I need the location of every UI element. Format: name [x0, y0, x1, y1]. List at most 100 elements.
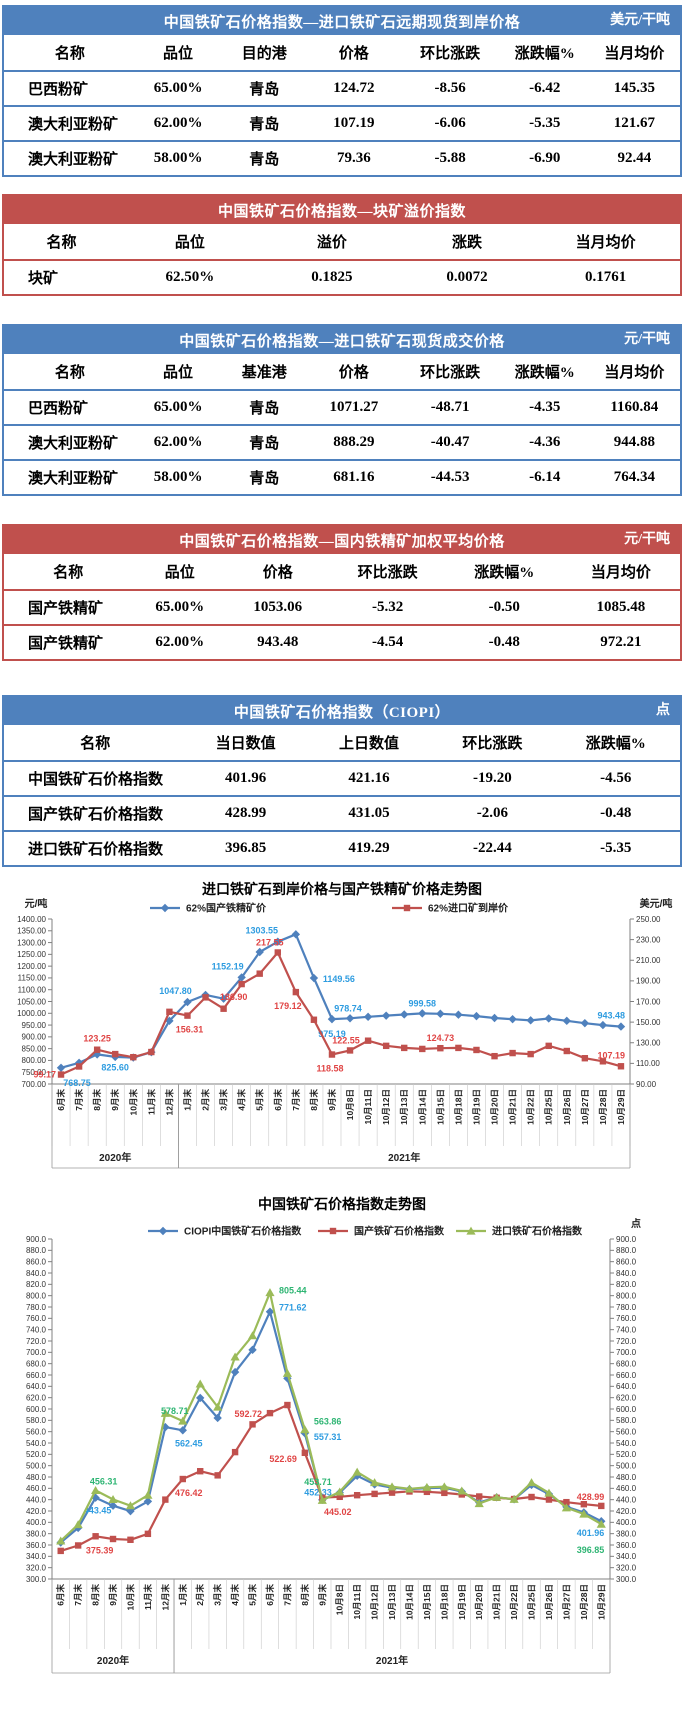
data-label: 562.45	[175, 1438, 203, 1448]
x-tick-label: 10月18日	[439, 1584, 449, 1620]
y-tick-label: 520.0	[26, 1450, 47, 1459]
price-tables: 中国铁矿石价格指数—进口铁矿石远期现货到岸价格 美元/干吨 名称 品位 目的港 价格 环比涨…	[0, 5, 684, 867]
x-tick-label: 4月末	[237, 1089, 247, 1111]
diamond-marker	[327, 1014, 337, 1024]
y-tick-label: 860.0	[616, 1257, 637, 1266]
cell: 401.96	[186, 761, 305, 797]
cell: 65.00%	[132, 590, 228, 626]
triangle-marker	[474, 1499, 484, 1508]
table-title-bar: 中国铁矿石价格指数—块矿溢价指数	[4, 196, 680, 224]
diamond-marker	[418, 1009, 427, 1018]
column-header: 涨跌幅%	[500, 354, 589, 391]
square-marker	[220, 1005, 227, 1012]
y-tick-label: 720.0	[616, 1337, 637, 1346]
triangle-marker	[300, 1425, 310, 1434]
y-tick-label: 380.0	[616, 1529, 637, 1538]
y-tick-label: 1050.00	[17, 997, 46, 1006]
data-label: 522.69	[269, 1454, 297, 1464]
table-row: 国产铁矿石价格指数 428.99 431.05 -2.06 -0.48	[4, 796, 680, 832]
y-tick-label: 460.0	[616, 1484, 637, 1493]
triangle-marker	[561, 1503, 572, 1512]
square-marker	[109, 1535, 117, 1543]
table-unit: 美元/干吨	[610, 13, 670, 28]
column-header: 上日数值	[304, 725, 434, 762]
cell: 79.36	[336, 150, 371, 166]
y-tick-label: 380.0	[26, 1529, 47, 1538]
table-title: 中国铁矿石价格指数—块矿溢价指数	[217, 203, 466, 220]
square-marker	[197, 1468, 204, 1475]
data-table: 名称 品位 价格 环比涨跌 涨跌幅% 当月均价 国产铁精矿 65.00% 1053.06 -5.3…	[4, 554, 680, 659]
diamond-marker	[472, 1011, 481, 1021]
y-tick-label: 880.0	[26, 1246, 47, 1255]
x-tick-label: 6月末	[56, 1089, 66, 1111]
x-tick-label: 10月21日	[492, 1584, 502, 1620]
square-marker	[388, 1489, 396, 1496]
square-marker	[382, 1042, 390, 1050]
cell: 澳大利亚粉矿	[4, 106, 136, 142]
y-tick-label: 1200.00	[17, 962, 46, 971]
diamond-marker	[363, 1012, 373, 1022]
cell: 396.85	[225, 840, 267, 856]
price-table-1: 中国铁矿石价格指数—进口铁矿石远期现货到岸价格 美元/干吨 名称 品位 目的港 价格 环比涨…	[2, 5, 682, 177]
diamond-marker	[616, 1022, 626, 1031]
cell: -48.71	[399, 390, 501, 426]
x-tick-label: 10月29日	[596, 1584, 606, 1620]
y-tick-label: 860.0	[26, 1257, 47, 1266]
column-header: 环比涨跌	[433, 725, 552, 762]
table-title-bar: 中国铁矿石价格指数—进口铁矿石现货成交价格 元/干吨	[4, 326, 680, 354]
triangle-marker	[439, 1482, 449, 1491]
legend-label: CIOPI中国铁矿石价格指数	[184, 1225, 302, 1238]
diamond-marker	[309, 973, 319, 983]
cell: 92.44	[617, 150, 652, 166]
square-marker	[328, 1051, 336, 1058]
cell: 62.00%	[155, 634, 205, 650]
price-table-3: 中国铁矿石价格指数—进口铁矿石现货成交价格 元/干吨 名称 品位 基准港 价格 环比涨跌 涨跌…	[2, 324, 682, 496]
column-header: 目的港	[220, 35, 309, 72]
triangle-marker	[596, 1519, 606, 1528]
y-tick-label: 420.0	[26, 1507, 47, 1516]
table-unit: 点	[656, 703, 670, 718]
data-label: 124.73	[427, 1033, 455, 1043]
square-marker	[238, 980, 245, 988]
x-tick-label: 1月末	[182, 1089, 192, 1111]
triangle-marker	[178, 1416, 188, 1425]
x-tick-label: 10月14日	[417, 1089, 427, 1125]
chart-title: 进口铁矿石到岸价格与国产铁精矿价格走势图	[202, 881, 482, 897]
y-tick-label: 620.0	[26, 1393, 47, 1402]
x-tick-label: 10月26日	[562, 1089, 572, 1125]
square-marker	[184, 1012, 191, 1019]
y-tick-label: 110.00	[636, 1059, 660, 1068]
data-label: 771.62	[279, 1303, 307, 1313]
square-marker	[329, 1227, 337, 1235]
table-title-bar: 中国铁矿石价格指数—国内铁精矿加权平均价格 元/干吨	[4, 526, 680, 554]
data-label: 592.72	[234, 1409, 262, 1419]
x-tick-label: 8月末	[309, 1089, 319, 1111]
x-tick-label: 10月20日	[490, 1089, 500, 1125]
triangle-marker	[544, 1488, 554, 1497]
triangle-marker	[125, 1501, 136, 1510]
data-table: 名称 品位 基准港 价格 环比涨跌 涨跌幅% 当月均价 巴西粉矿 65.00% 青岛 1071.27…	[4, 354, 680, 494]
square-marker	[130, 1053, 137, 1061]
series-line	[60, 951, 622, 1076]
square-marker	[353, 1491, 361, 1499]
y-tick-label: 820.0	[26, 1280, 47, 1289]
x-tick-label: 10月11日	[352, 1584, 362, 1619]
y-tick-label: 500.0	[616, 1461, 637, 1470]
y-tick-label: 880.0	[616, 1246, 637, 1255]
y-tick-label: 1300.00	[17, 938, 46, 947]
x-tick-label: 7月末	[282, 1584, 292, 1606]
y-tick-label: 500.0	[26, 1461, 47, 1470]
triangle-marker	[526, 1478, 537, 1487]
diamond-marker	[196, 1393, 205, 1403]
cell: 145.35	[588, 71, 680, 107]
cell: 1160.84	[588, 390, 680, 426]
cell: 0.1761	[585, 269, 627, 285]
diamond-marker	[126, 1506, 135, 1516]
x-tick-label: 10月25日	[544, 1089, 554, 1125]
x-tick-label: 9月末	[327, 1089, 337, 1111]
data-label: 452.33	[304, 1488, 332, 1498]
column-header: 名称	[4, 224, 119, 261]
table-row: 澳大利亚粉矿 62.00% 青岛 888.29 -40.47 -4.36 944.88	[4, 425, 680, 461]
cell: 国产铁精矿	[4, 590, 133, 626]
triangle-marker	[265, 1288, 275, 1297]
